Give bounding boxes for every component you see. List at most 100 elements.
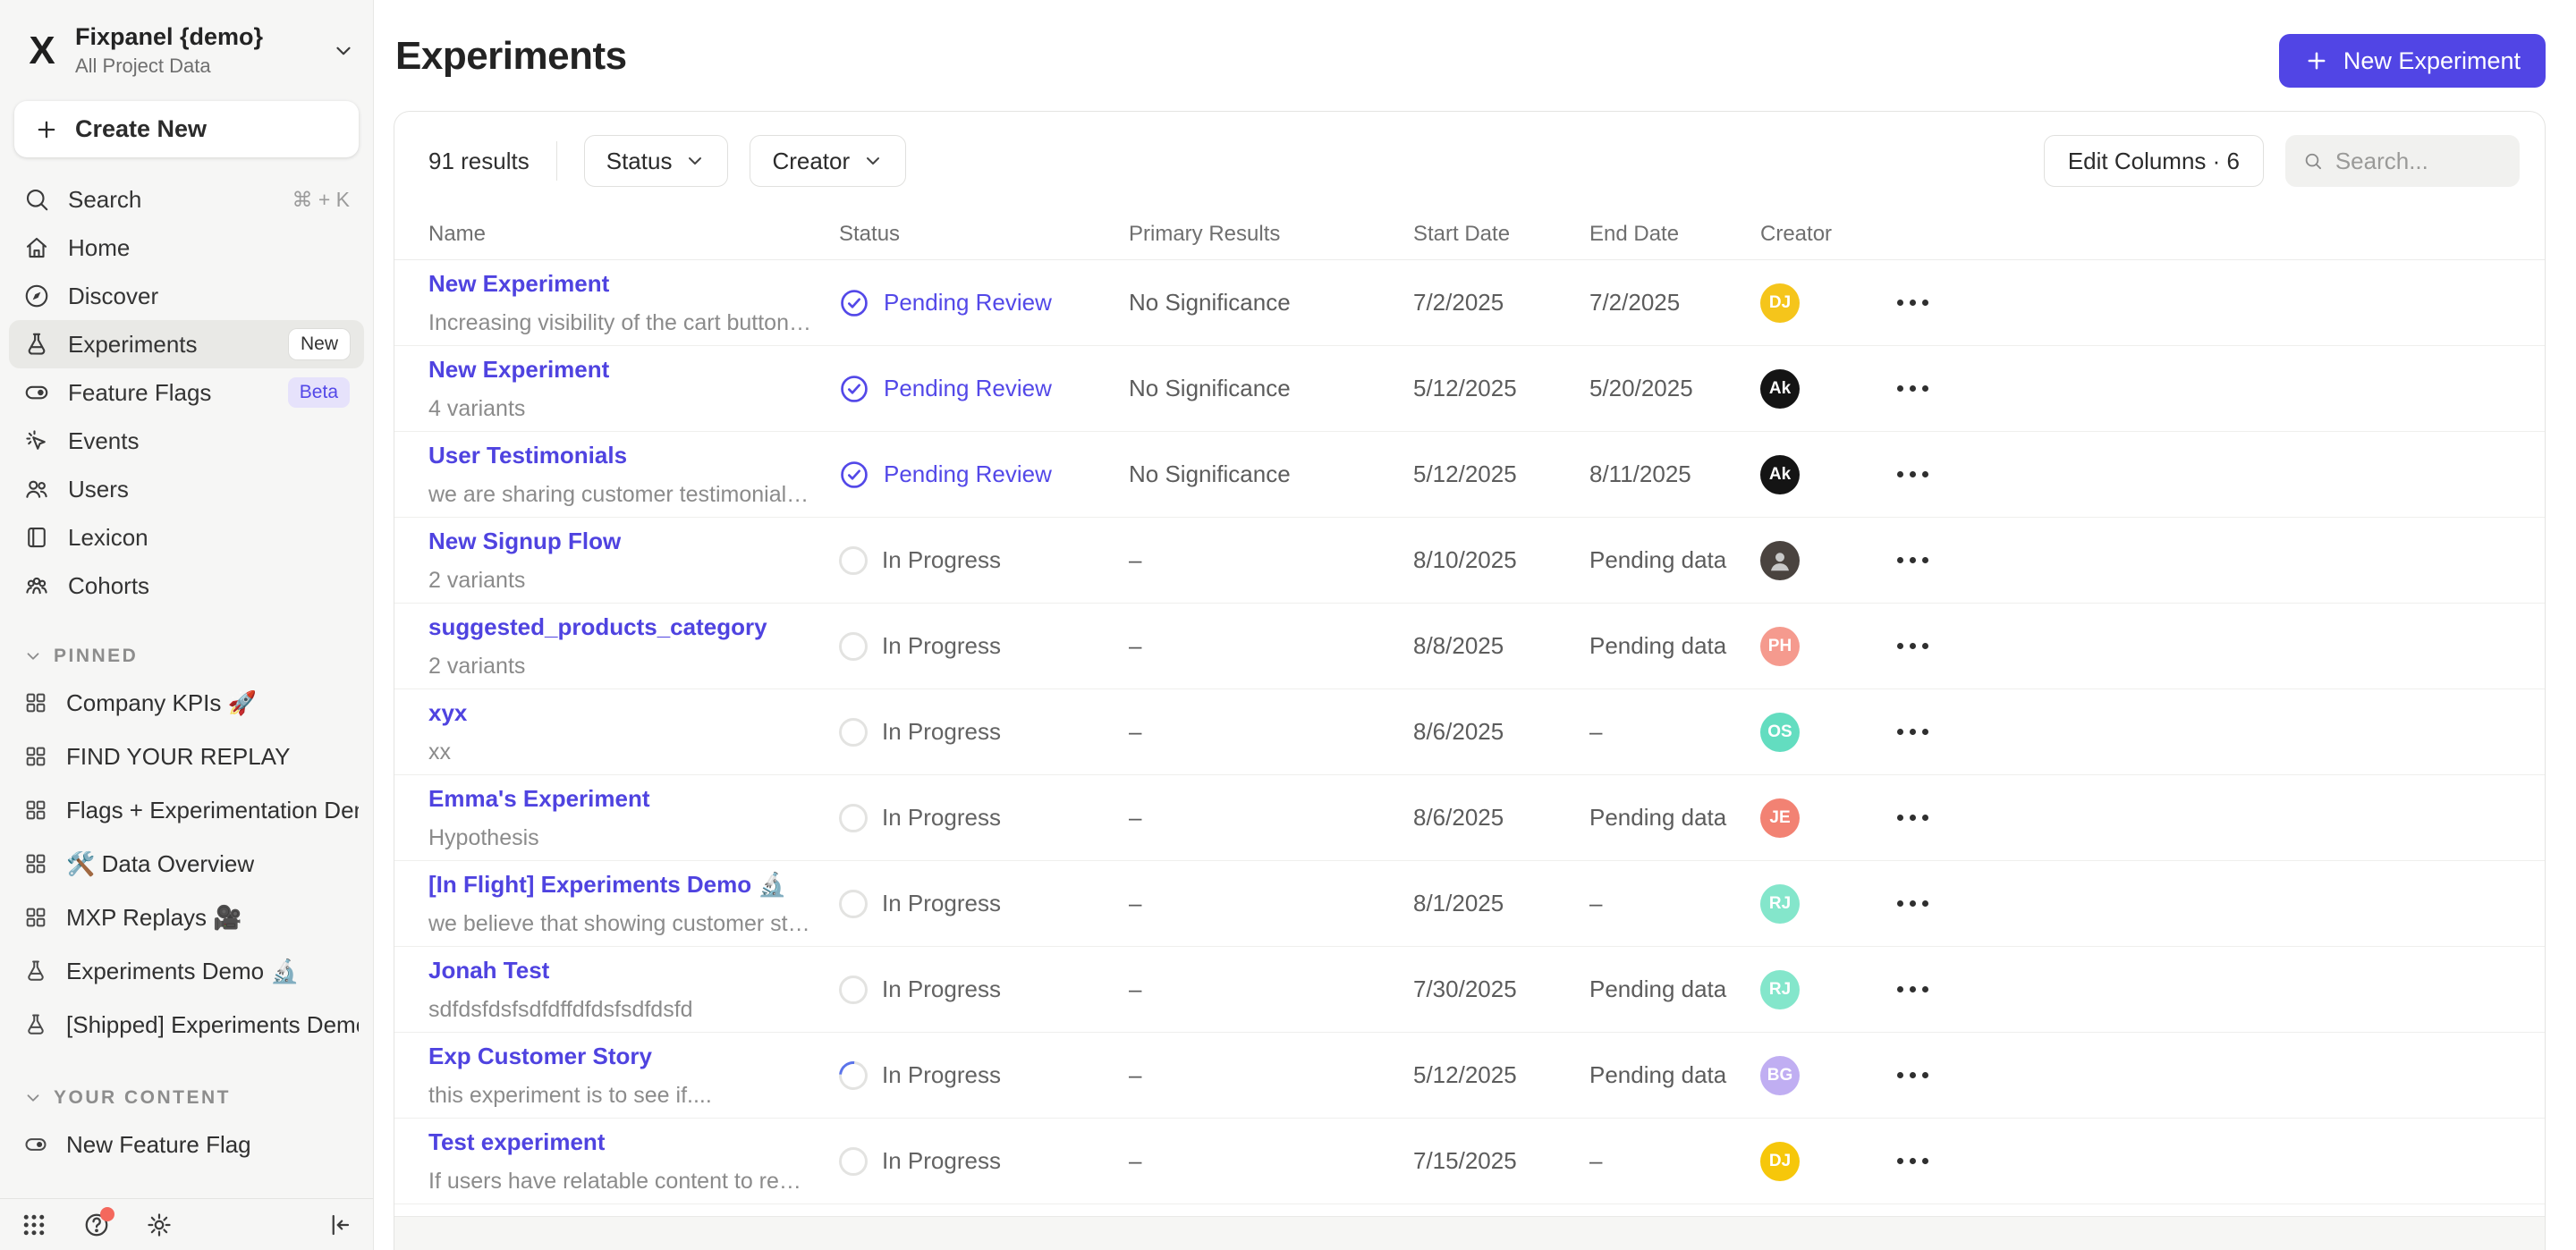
row-actions-menu[interactable] [1897,291,2004,315]
table-row[interactable]: Jonah Test sdfdsfdsfsdfdffdfdsfsdfdsfd I… [394,947,2545,1033]
row-actions-menu[interactable] [1897,891,2004,916]
experiment-link[interactable]: Test experiment [428,1128,606,1155]
table-row[interactable]: New Experiment Increasing visibility of … [394,260,2545,346]
create-new-button[interactable]: Create New [14,101,359,157]
sidebar-item-home[interactable]: Home [9,224,364,272]
board-icon [23,851,48,876]
sidebar-item-experiments[interactable]: Experiments New [9,320,364,368]
create-new-label: Create New [75,115,208,142]
creator-avatar[interactable]: Ak [1760,454,1800,494]
creator-avatar[interactable]: DJ [1760,283,1800,323]
row-actions-menu[interactable] [1897,548,2004,572]
experiment-link[interactable]: Exp Customer Story [428,1042,652,1069]
pinned-item[interactable]: New Feature Flag [0,1118,373,1171]
workspace-switcher[interactable]: X Fixpanel {demo} All Project Data [0,0,373,85]
sidebar-item-feature-flags[interactable]: Feature Flags Beta [9,368,364,417]
edit-columns-button[interactable]: Edit Columns · 6 [2043,135,2264,187]
creator-avatar[interactable]: DJ [1760,1141,1800,1181]
experiment-link[interactable]: suggested_products_category [428,612,767,640]
creator-avatar[interactable] [1760,540,1800,580]
start-date-cell: 5/12/2025 [1413,460,1517,487]
pinned-item[interactable]: Experiments Demo 🔬 [0,944,373,998]
sidebar-item-events[interactable]: Events [9,417,364,465]
row-actions-menu[interactable] [1897,634,2004,658]
creator-avatar[interactable]: RJ [1760,883,1800,924]
pinned-item[interactable]: Flags + Experimentation Demo , [0,783,373,837]
sidebar-item-lexicon[interactable]: Lexicon [9,513,364,562]
table-row[interactable]: New Experiment 4 variants Pending Review… [394,346,2545,432]
sidebar-item-cohorts[interactable]: Cohorts [9,562,364,610]
table-row[interactable]: [In Flight] Experiments Demo 🔬 we believ… [394,861,2545,947]
table-footer-scroll-track[interactable] [394,1216,2545,1250]
sidebar-item-discover[interactable]: Discover [9,272,364,320]
check-circle-icon [841,375,868,402]
sidebar-item-users[interactable]: Users [9,465,364,513]
table-row[interactable]: suggested_products_category 2 variants I… [394,604,2545,689]
pinned-item[interactable]: 🛠️ Data Overview [0,837,373,891]
section-header-pinned[interactable]: PINNED [0,637,373,676]
creator-avatar[interactable]: Ak [1760,368,1800,409]
page-title: Experiments [395,34,627,78]
start-date-cell: 8/10/2025 [1413,546,1517,573]
experiment-link[interactable]: User Testimonials [428,441,628,469]
row-actions-menu[interactable] [1897,376,2004,401]
row-actions-menu[interactable] [1897,977,2004,1001]
avatar-initials: RJ [1768,979,1792,999]
table-row[interactable]: New Signup Flow 2 variants In Progress –… [394,518,2545,604]
experiment-description: we believe that showing customer stories… [428,910,812,936]
experiment-link[interactable]: New Signup Flow [428,527,622,554]
end-date-cell: Pending data [1589,976,1727,1002]
creator-filter-button[interactable]: Creator [750,135,907,187]
table-search-input[interactable] [2334,147,2502,175]
row-actions-menu[interactable] [1897,806,2004,830]
column-header-end-date[interactable]: End Date [1589,221,1680,246]
experiment-link[interactable]: New Experiment [428,269,610,297]
row-actions-menu[interactable] [1897,462,2004,486]
collapse-sidebar-icon[interactable] [325,1211,353,1239]
table-row[interactable]: Test experiment If users have relatable … [394,1119,2545,1204]
section-header-your-content[interactable]: YOUR CONTENT [0,1078,373,1118]
experiment-description: this experiment is to see if.... [428,1082,712,1108]
creator-avatar[interactable]: RJ [1760,969,1800,1009]
apps-grid-icon[interactable] [20,1211,48,1239]
sidebar-item-search[interactable]: Search ⌘ + K [9,175,364,224]
creator-filter-label: Creator [772,147,851,174]
column-header-status[interactable]: Status [839,221,901,246]
column-header-start-date[interactable]: Start Date [1413,221,1511,246]
column-header-creator[interactable]: Creator [1760,221,1833,246]
creator-avatar[interactable]: PH [1760,626,1800,666]
new-experiment-button[interactable]: New Experiment [2278,34,2546,88]
status-label: In Progress [882,546,1001,573]
creator-avatar[interactable]: OS [1760,712,1800,752]
help-icon[interactable] [82,1206,114,1239]
creator-cell: OS [1760,712,1897,752]
pinned-item[interactable]: FIND YOUR REPLAY [0,730,373,783]
column-header-primary-results[interactable]: Primary Results [1129,221,1281,246]
row-actions-menu[interactable] [1897,1063,2004,1087]
experiment-link[interactable]: Emma's Experiment [428,784,650,812]
creator-avatar[interactable]: BG [1760,1055,1800,1095]
experiment-link[interactable]: New Experiment [428,355,610,383]
pinned-item[interactable]: MXP Replays 🎥 [0,891,373,944]
status-filter-button[interactable]: Status [583,135,729,187]
experiment-link[interactable]: [In Flight] Experiments Demo 🔬 [428,870,787,898]
table-row[interactable]: User Testimonials we are sharing custome… [394,432,2545,518]
table-row[interactable]: Emma's Experiment Hypothesis In Progress… [394,775,2545,861]
experiment-link[interactable]: xyx [428,698,468,726]
table-row[interactable]: xyx xx In Progress – 8/6/2025 – OS [394,689,2545,775]
creator-avatar[interactable]: JE [1760,798,1800,838]
column-header-name[interactable]: Name [428,221,487,246]
avatar-initials: Ak [1768,464,1792,484]
sidebar-sections: PINNED Company KPIs 🚀 FIND YOUR REPLAY F… [0,610,373,1171]
status-cell: In Progress [833,1054,1129,1096]
pinned-item[interactable]: Company KPIs 🚀 [0,676,373,730]
experiment-link[interactable]: Jonah Test [428,956,550,984]
board-icon [23,798,48,823]
table-row[interactable]: Exp Customer Story this experiment is to… [394,1033,2545,1119]
pinned-item-label: MXP Replays 🎥 [66,903,242,931]
row-actions-menu[interactable] [1897,1149,2004,1173]
row-actions-menu[interactable] [1897,720,2004,744]
pinned-item[interactable]: [Shipped] Experiments Demo 🖊️ [0,998,373,1052]
gear-icon[interactable] [145,1211,174,1239]
home-icon [23,234,50,261]
